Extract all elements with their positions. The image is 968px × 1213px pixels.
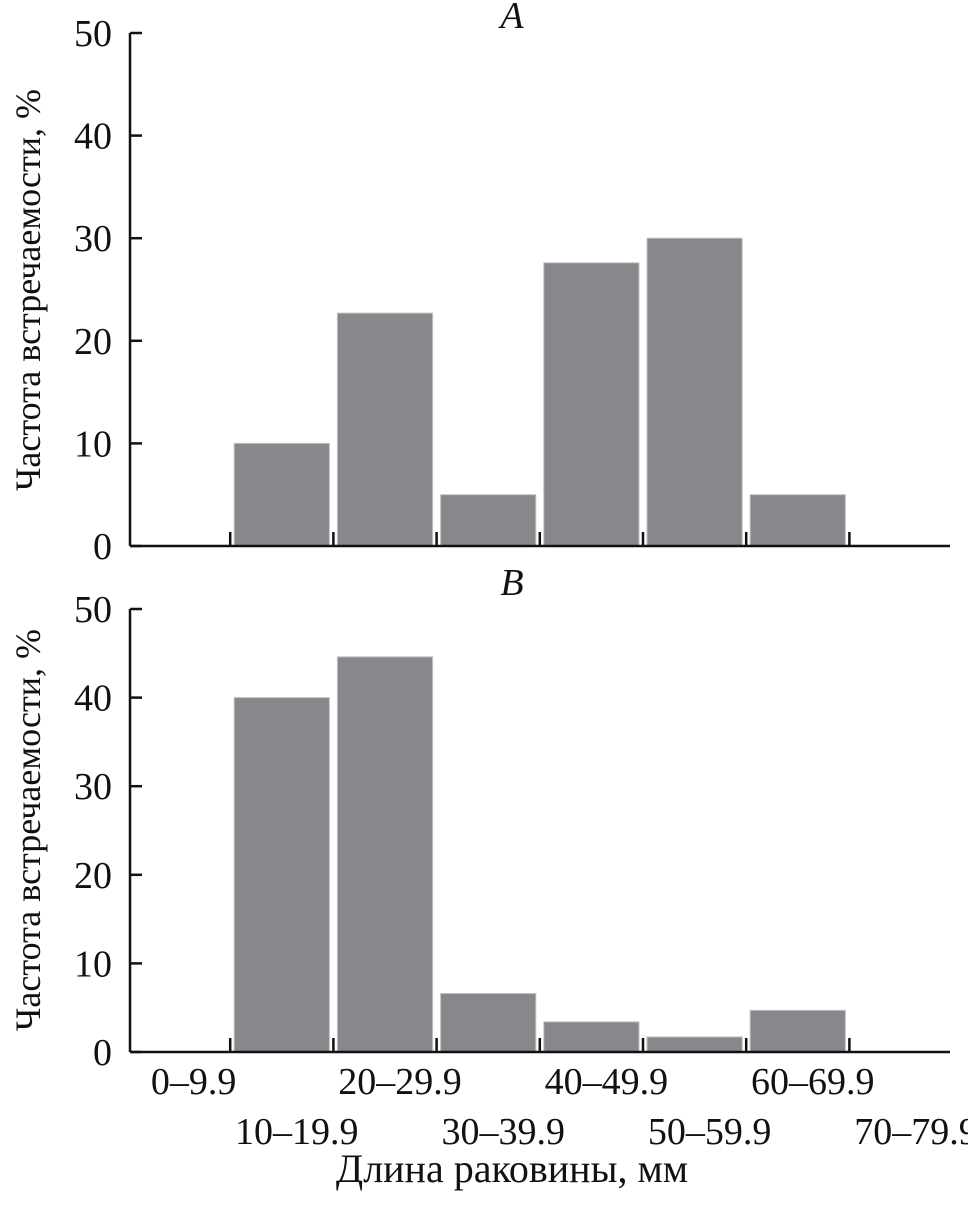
y-axis-label: Частота встречаемости, % xyxy=(8,629,48,1031)
x-tick-label: 70–79.9 xyxy=(854,1111,968,1153)
y-tick-label: 20 xyxy=(74,321,112,363)
bar-40–49.9 xyxy=(543,1021,640,1053)
panel-a: 0 10 20 30 40 50 A Частота встречаемости, % xyxy=(8,0,950,568)
bar-30–39.9 xyxy=(440,993,537,1053)
bar-10–19.9 xyxy=(233,442,330,547)
y-tick-label: 0 xyxy=(93,1032,112,1074)
y-tick-label: 30 xyxy=(74,766,112,808)
x-tick-label: 40–49.9 xyxy=(545,1061,669,1103)
bar-60–69.9 xyxy=(749,494,846,547)
x-tick-label: 20–29.9 xyxy=(338,1061,462,1103)
y-tick-label: 10 xyxy=(74,943,112,985)
panel-b: 0 10 20 30 40 50 B Частота встречаемости, % 0–9.… xyxy=(8,562,968,1153)
y-tick-label: 40 xyxy=(74,116,112,158)
y-tick-label: 0 xyxy=(93,526,112,568)
x-axis-label: Длина раковины, мм xyxy=(336,1146,688,1191)
y-tick-label: 30 xyxy=(74,218,112,260)
y-tick-label: 40 xyxy=(74,678,112,720)
x-tick-label: 30–39.9 xyxy=(441,1111,565,1153)
y-tick-label: 50 xyxy=(74,13,112,55)
y-tick-label: 20 xyxy=(74,855,112,897)
bar-20–29.9 xyxy=(336,312,434,547)
bar-50–59.9 xyxy=(646,237,743,547)
y-tick-label: 50 xyxy=(74,589,112,631)
bar-20–29.9 xyxy=(336,656,434,1053)
y-tick-label: 10 xyxy=(74,423,112,465)
bar-30–39.9 xyxy=(440,494,537,547)
x-tick-label: 0–9.9 xyxy=(151,1061,237,1103)
panel-title: A xyxy=(497,0,524,37)
x-tick-label: 10–19.9 xyxy=(235,1111,359,1153)
bar-50–59.9 xyxy=(646,1036,743,1053)
x-tick-label: 60–69.9 xyxy=(751,1061,875,1103)
bar-60–69.9 xyxy=(749,1009,846,1053)
y-axis-label: Частота встречаемости, % xyxy=(8,89,48,491)
panel-title: B xyxy=(500,562,523,604)
x-tick-label: 50–59.9 xyxy=(648,1111,772,1153)
bar-10–19.9 xyxy=(233,697,330,1053)
bar-40–49.9 xyxy=(543,262,640,547)
